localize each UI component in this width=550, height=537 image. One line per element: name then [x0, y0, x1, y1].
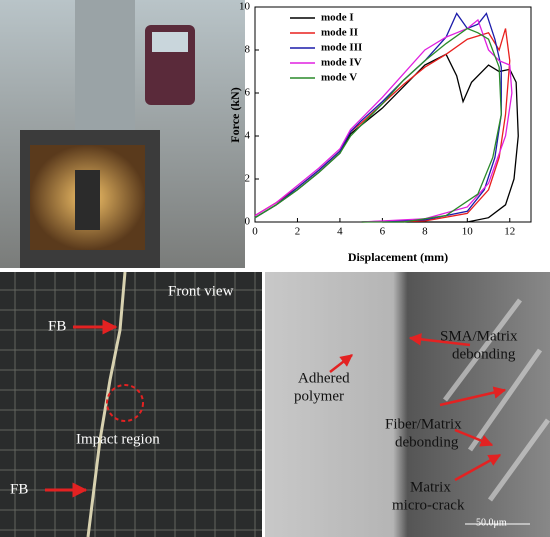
series-line	[254, 12, 502, 223]
annotation: debonding	[452, 346, 516, 362]
legend-label: mode II	[321, 27, 358, 39]
x-tick-label: 0	[252, 226, 258, 238]
x-tick-label: 4	[337, 226, 343, 238]
legend-label: mode III	[321, 42, 362, 54]
annotation: Front view	[168, 283, 234, 299]
annotation: Fiber/Matrix	[385, 416, 462, 432]
machine-photo	[0, 0, 245, 268]
y-tick-label: 2	[245, 173, 251, 185]
legend-label: mode V	[321, 72, 357, 84]
x-tick-label: 10	[462, 226, 474, 238]
annotation: FB	[48, 318, 66, 334]
y-tick-label: 8	[245, 44, 251, 56]
series-line	[254, 18, 513, 223]
y-axis-label: Force (kN)	[228, 87, 242, 142]
x-axis-label: Displacement (mm)	[348, 250, 448, 264]
legend-label: mode IV	[321, 57, 362, 69]
annotation: micro-crack	[392, 497, 465, 513]
front-view-photo: Front view FB Impact region FB	[0, 271, 262, 537]
y-tick-label: 4	[245, 130, 251, 142]
x-tick-label: 6	[380, 226, 386, 238]
annotation: Impact region	[76, 431, 160, 447]
annotation: Adhered	[298, 370, 350, 386]
annotation: Matrix	[410, 479, 451, 495]
y-tick-label: 6	[245, 87, 251, 99]
scale-bar-label: 50.0μm	[476, 517, 507, 528]
annotation: SMA/Matrix	[440, 328, 518, 344]
legend-label: mode I	[321, 12, 354, 24]
annotation: debonding	[395, 434, 459, 450]
x-tick-label: 12	[504, 226, 515, 238]
x-tick-label: 2	[295, 226, 301, 238]
y-tick-label: 10	[239, 1, 251, 13]
annotation: FB	[10, 481, 28, 497]
y-tick-label: 0	[245, 216, 251, 228]
sem-image: SMA/Matrix debonding Adhered polymer Fib…	[265, 272, 550, 537]
annotation: polymer	[294, 388, 344, 404]
x-tick-label: 8	[422, 226, 428, 238]
series-line	[254, 27, 502, 223]
